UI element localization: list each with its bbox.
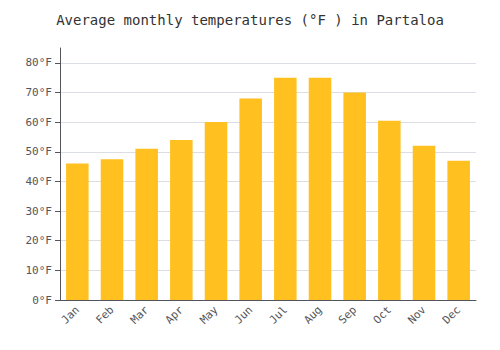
svg-text:30°F: 30°F: [26, 205, 53, 218]
svg-text:Aug: Aug: [301, 303, 324, 326]
svg-text:20°F: 20°F: [26, 234, 53, 247]
svg-text:80°F: 80°F: [26, 56, 53, 69]
svg-text:Jun: Jun: [232, 303, 255, 326]
svg-text:Jan: Jan: [59, 303, 82, 326]
svg-text:70°F: 70°F: [26, 86, 53, 99]
svg-text:60°F: 60°F: [26, 116, 53, 129]
svg-text:0°F: 0°F: [32, 294, 52, 307]
svg-text:40°F: 40°F: [26, 175, 53, 188]
svg-text:Mar: Mar: [128, 303, 151, 326]
svg-text:Jul: Jul: [267, 303, 290, 326]
svg-text:Oct: Oct: [371, 303, 394, 326]
svg-text:Nov: Nov: [405, 303, 428, 326]
svg-text:Sep: Sep: [336, 303, 359, 326]
svg-text:Apr: Apr: [163, 303, 186, 326]
svg-text:Average monthly temperatures (: Average monthly temperatures (°F ) in Pa…: [56, 12, 444, 28]
svg-text:50°F: 50°F: [26, 145, 53, 158]
svg-text:Dec: Dec: [440, 303, 463, 326]
svg-text:10°F: 10°F: [26, 264, 53, 277]
svg-text:Feb: Feb: [93, 303, 116, 326]
svg-text:May: May: [197, 303, 220, 326]
